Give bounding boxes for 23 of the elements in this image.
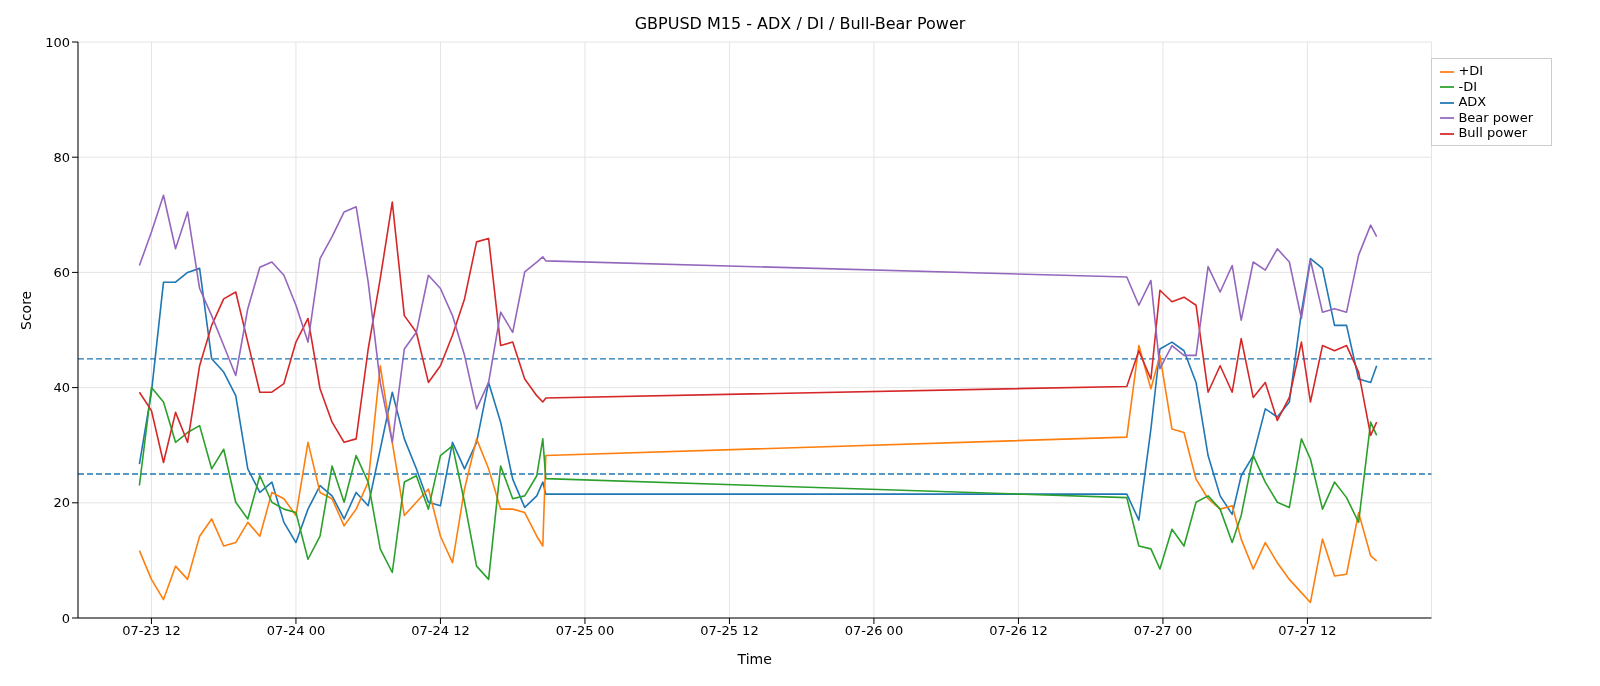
y-tick-label: 20 [53,495,70,511]
x-tick-label: 07-23 12 [122,623,181,639]
y-tick-label: 100 [45,34,70,50]
legend-label: +DI [1458,63,1484,78]
legend-label: -DI [1458,78,1477,94]
x-tick-label: 07-26 00 [844,623,904,639]
y-tick-label: 40 [53,380,70,396]
chart-title: GBPUSD M15 - ADX / DI / Bull-Bear Power [633,14,967,33]
legend-label: Bear power [1458,109,1533,125]
legend-label: ADX [1458,94,1487,109]
x-tick-label: 07-24 00 [266,623,326,639]
x-tick-label: 07-24 12 [411,623,470,639]
legend-label: Bull power [1458,125,1528,140]
y-tick-label: 0 [61,610,70,626]
y-tick-label: 60 [53,265,70,281]
x-tick-label: 07-27 12 [1278,623,1337,639]
y-tick-label: 80 [53,149,70,165]
y-axis-title: Score [17,290,34,330]
x-tick-label: 07-27 00 [1133,623,1193,639]
x-tick-label: 07-25 12 [700,623,759,639]
x-tick-label: 07-25 00 [555,623,615,639]
x-axis-title: Time [736,651,772,667]
x-tick-label: 07-26 12 [989,623,1048,639]
